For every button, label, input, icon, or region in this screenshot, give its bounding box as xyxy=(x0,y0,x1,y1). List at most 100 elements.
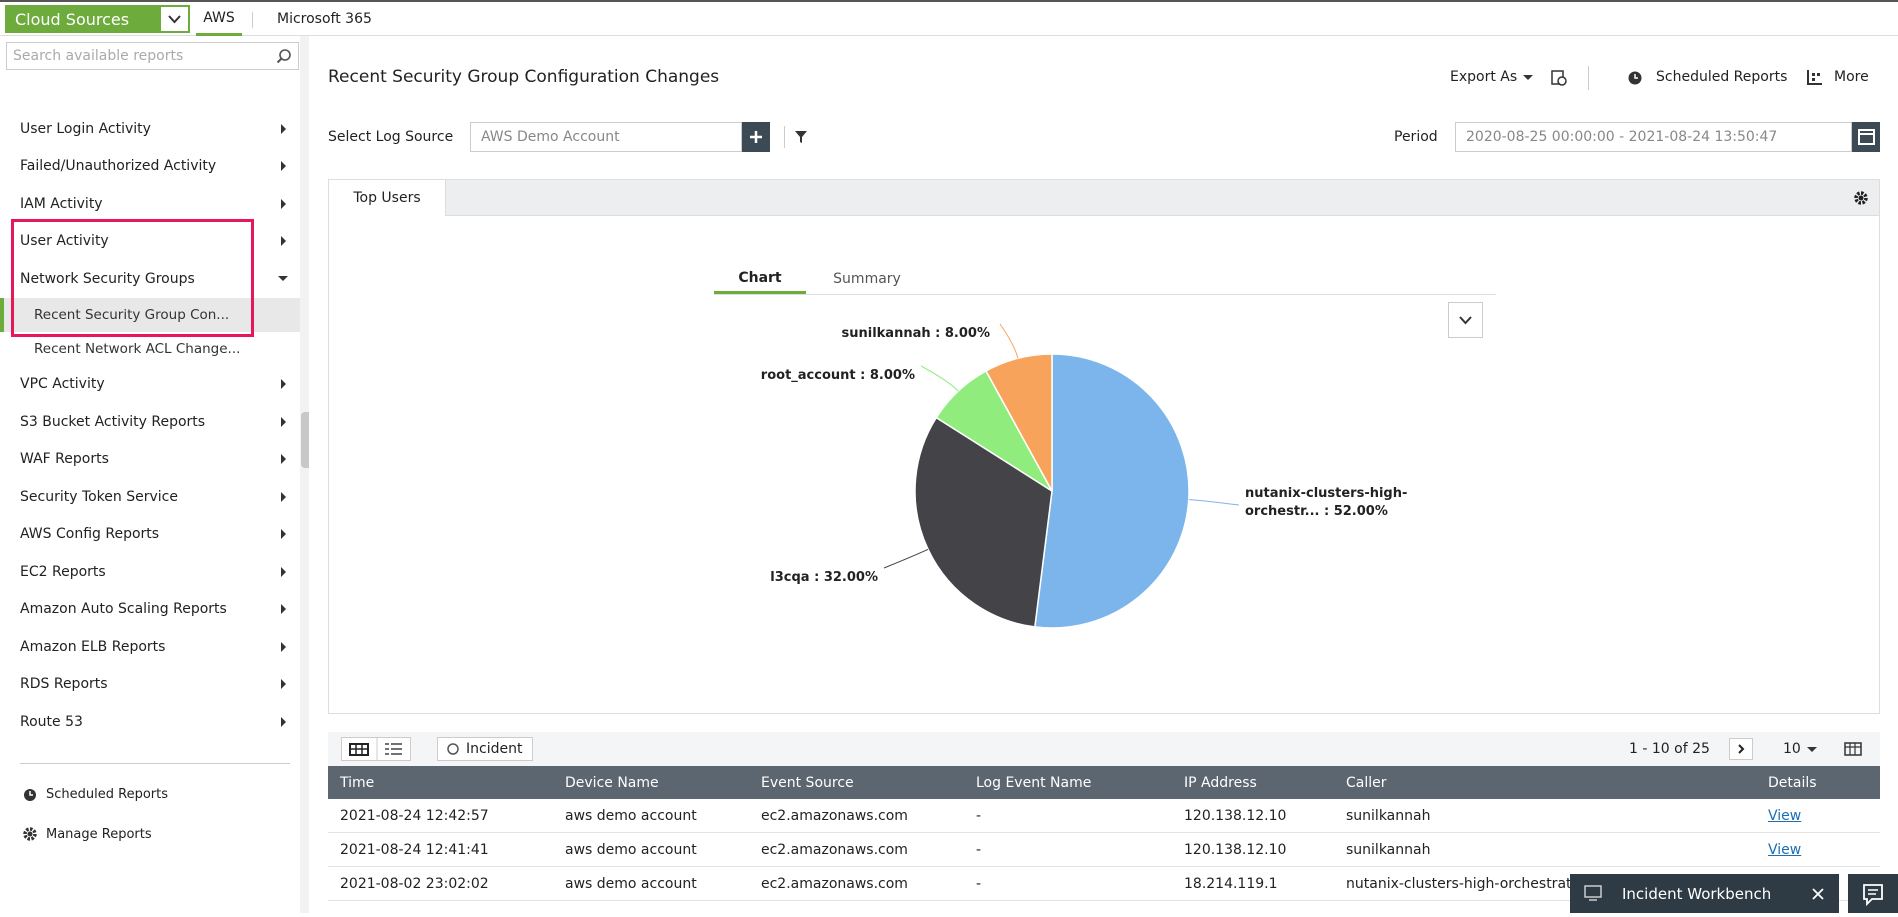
filter-icon[interactable] xyxy=(794,130,808,144)
more-button[interactable]: More xyxy=(1806,64,1869,90)
slice-value: 8.00% xyxy=(869,368,915,383)
menu-item[interactable]: Failed/Unauthorized Activity xyxy=(0,148,300,186)
column-header: IP Address xyxy=(1184,774,1257,791)
clock-icon xyxy=(24,789,36,801)
table-cell: aws demo account xyxy=(565,807,697,824)
view-tab[interactable]: Chart xyxy=(714,264,806,294)
table-cell: nutanix-clusters-high-orchestrat xyxy=(1346,875,1572,892)
collapse-arrow xyxy=(278,276,288,282)
table-cell: - xyxy=(976,875,982,892)
chat-button[interactable] xyxy=(1848,874,1898,913)
chat-icon xyxy=(1863,884,1883,907)
submenu-text: Recent Security Group Con... xyxy=(34,306,230,323)
scheduled-reports-button[interactable]: Scheduled Reports xyxy=(1626,64,1787,90)
panel-tab[interactable]: Top Users xyxy=(329,180,446,216)
slice-label: nutanix-clusters-high-orchestr... : 52.0… xyxy=(1245,485,1410,521)
close-icon[interactable] xyxy=(1811,887,1825,901)
gear-icon xyxy=(23,827,37,841)
expand-arrow xyxy=(281,454,286,465)
view-tab[interactable]: Summary xyxy=(833,271,901,287)
tab[interactable]: Microsoft 365 xyxy=(277,11,372,27)
tab-underline xyxy=(714,294,1496,295)
scheduled-text: Scheduled Reports xyxy=(1656,69,1788,85)
leader-line xyxy=(920,365,959,392)
export-button[interactable]: Export As xyxy=(1450,64,1534,90)
submenu-item[interactable]: Recent Network ACL Change... xyxy=(0,332,300,366)
menu-text: Route 53 xyxy=(20,713,83,730)
tab-strip xyxy=(329,180,1879,216)
menu-text: Network Security Groups xyxy=(20,270,195,287)
incident-workbench[interactable]: Incident Workbench xyxy=(1570,874,1839,913)
search-placeholder: Search available reports xyxy=(13,48,184,64)
slice-name: root_account xyxy=(760,368,856,383)
add-button[interactable] xyxy=(742,122,770,152)
page-size[interactable]: 10 xyxy=(1783,737,1817,761)
view-icons xyxy=(349,738,402,760)
view-link[interactable]: View xyxy=(1768,841,1802,858)
pdf-icon[interactable] xyxy=(1550,69,1568,87)
expand-arrow xyxy=(281,491,286,502)
plus-icon xyxy=(750,131,762,143)
menu-item[interactable]: AWS Config Reports xyxy=(0,516,300,554)
search-box[interactable]: Search available reports xyxy=(6,42,299,70)
calendar-button[interactable] xyxy=(1852,122,1880,152)
menu-text: WAF Reports xyxy=(20,451,109,468)
report-title: Recent Security Group Configuration Chan… xyxy=(328,67,720,87)
table-cell: 2021-08-24 12:41:41 xyxy=(340,841,489,858)
menu-text: User Login Activity xyxy=(20,120,151,137)
more-text: More xyxy=(1834,69,1869,85)
row-border xyxy=(328,832,1880,833)
table-cell: sunilkannah xyxy=(1346,807,1431,824)
table-cell: 18.214.119.1 xyxy=(1184,875,1278,892)
tab[interactable]: AWS xyxy=(196,2,242,36)
slice-name: nutanix-clusters-high-orchestr... xyxy=(1245,486,1408,519)
expand-arrow xyxy=(281,641,286,652)
view-toggle[interactable] xyxy=(341,737,411,761)
incident-button[interactable]: Incident xyxy=(437,737,533,761)
menu-item[interactable]: IAM Activity xyxy=(0,185,300,223)
menu-item[interactable]: RDS Reports xyxy=(0,666,300,704)
menu-item[interactable]: VPC Activity xyxy=(0,366,300,404)
submenu-text: Recent Network ACL Change... xyxy=(34,340,241,357)
slice-value: 8.00% xyxy=(944,326,990,341)
column-header: Details xyxy=(1768,774,1817,791)
menu-item[interactable]: User Login Activity xyxy=(0,110,300,148)
chart-options[interactable] xyxy=(1448,302,1483,338)
menu-item[interactable]: EC2 Reports xyxy=(0,553,300,591)
scroll-handle[interactable] xyxy=(301,412,309,468)
log-source-input[interactable]: AWS Demo Account xyxy=(470,122,742,152)
table-cell: aws demo account xyxy=(565,875,697,892)
incident-icon xyxy=(447,743,459,755)
source-dropdown[interactable] xyxy=(159,5,190,33)
period-input[interactable]: 2020-08-25 00:00:00 - 2021-08-24 13:50:4… xyxy=(1455,122,1852,152)
next-page[interactable] xyxy=(1729,738,1753,760)
pie-slice xyxy=(1033,353,1190,629)
calendar-icon xyxy=(1858,129,1875,145)
menu-item[interactable]: S3 Bucket Activity Reports xyxy=(0,403,300,441)
menu-item[interactable]: Amazon ELB Reports xyxy=(0,628,300,666)
table-cell: 2021-08-02 23:02:02 xyxy=(340,875,489,892)
menu-item[interactable]: Amazon Auto Scaling Reports xyxy=(0,591,300,629)
view-link[interactable]: View xyxy=(1768,807,1802,824)
divider xyxy=(784,126,785,148)
expand-arrow xyxy=(281,123,286,134)
menu-item[interactable]: WAF Reports xyxy=(0,441,300,479)
expand-arrow xyxy=(281,161,286,172)
export-text: Export As xyxy=(1450,69,1518,85)
menu-item[interactable]: Route 53 xyxy=(0,703,300,731)
menu-text: Amazon Auto Scaling Reports xyxy=(20,601,227,618)
submenu-item[interactable]: Recent Security Group Con... xyxy=(0,297,300,332)
menu-item[interactable]: User Activity xyxy=(0,223,300,261)
menu-text: User Activity xyxy=(20,233,109,250)
column-header: Device Name xyxy=(565,774,659,791)
slice-label: sunilkannah : 8.00% xyxy=(842,325,991,343)
expand-arrow xyxy=(281,198,286,209)
slice-value: 52.00% xyxy=(1333,504,1388,519)
menu-item[interactable]: Network Security Groups xyxy=(0,260,300,298)
footer-link[interactable]: Scheduled Reports xyxy=(22,782,168,806)
menu-item[interactable]: Security Token Service xyxy=(0,478,300,516)
columns-icon[interactable] xyxy=(1844,741,1866,759)
footer-link[interactable]: Manage Reports xyxy=(22,822,152,846)
settings-icon[interactable] xyxy=(1853,190,1869,206)
table-cell: 120.138.12.10 xyxy=(1184,807,1287,824)
